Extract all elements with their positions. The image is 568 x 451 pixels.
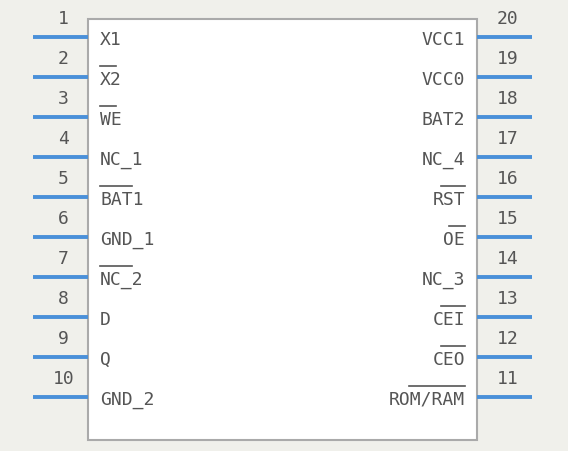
Text: 8: 8 [58, 290, 69, 307]
Text: 3: 3 [58, 90, 69, 108]
Text: 11: 11 [496, 369, 518, 387]
Text: 6: 6 [58, 210, 69, 227]
Text: 18: 18 [496, 90, 518, 108]
Text: 20: 20 [496, 10, 518, 28]
Text: 15: 15 [496, 210, 518, 227]
Text: NC_3: NC_3 [421, 271, 465, 288]
Text: GND_1: GND_1 [100, 230, 154, 249]
Text: 4: 4 [58, 130, 69, 147]
Text: 10: 10 [52, 369, 74, 387]
Text: 7: 7 [58, 249, 69, 267]
Text: BAT2: BAT2 [421, 111, 465, 129]
Text: 19: 19 [496, 50, 518, 68]
Text: NC_1: NC_1 [100, 151, 144, 169]
Text: CEO: CEO [432, 350, 465, 368]
Text: 12: 12 [496, 329, 518, 347]
Text: GND_2: GND_2 [100, 390, 154, 408]
Text: 1: 1 [58, 10, 69, 28]
Text: 5: 5 [58, 170, 69, 188]
Text: X1: X1 [100, 31, 122, 49]
Text: 14: 14 [496, 249, 518, 267]
Text: VCC0: VCC0 [421, 71, 465, 89]
Text: CEI: CEI [432, 310, 465, 328]
Text: Q: Q [100, 350, 111, 368]
Text: WE: WE [100, 111, 122, 129]
Bar [88, 20, 477, 440]
Text: RST: RST [432, 191, 465, 208]
Text: ROM/RAM: ROM/RAM [389, 390, 465, 408]
Text: 2: 2 [58, 50, 69, 68]
Text: 9: 9 [58, 329, 69, 347]
Text: OE: OE [444, 230, 465, 249]
Text: BAT1: BAT1 [100, 191, 144, 208]
Text: 16: 16 [496, 170, 518, 188]
Text: X2: X2 [100, 71, 122, 89]
Text: D: D [100, 310, 111, 328]
Text: 13: 13 [496, 290, 518, 307]
Text: NC_2: NC_2 [100, 271, 144, 288]
Text: 17: 17 [496, 130, 518, 147]
Text: VCC1: VCC1 [421, 31, 465, 49]
Text: NC_4: NC_4 [421, 151, 465, 169]
